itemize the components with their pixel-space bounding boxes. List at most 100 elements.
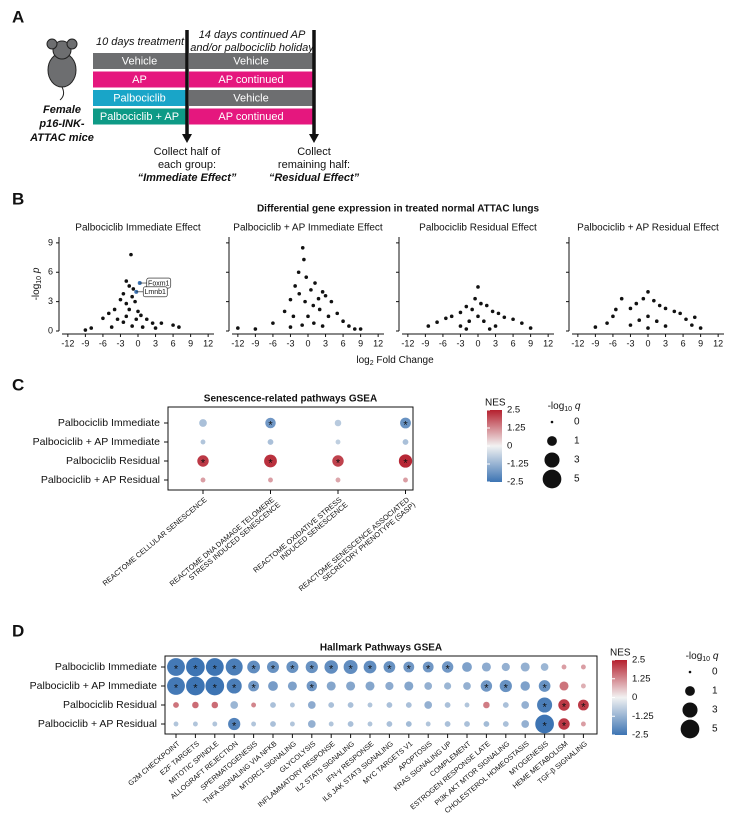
colorbar	[612, 660, 627, 735]
size-legend-dot	[547, 436, 557, 446]
x-tick-label: -3	[286, 338, 294, 348]
dot	[267, 661, 279, 673]
point	[296, 270, 301, 275]
dot	[501, 662, 510, 672]
x-tick-label: -9	[421, 338, 429, 348]
dot	[483, 701, 490, 709]
subplot-title: Palbociclib Immediate Effect	[75, 223, 201, 234]
x-tick-label: 0	[645, 338, 650, 348]
dot	[200, 439, 206, 445]
x-tick-label: 3	[323, 338, 328, 348]
point	[335, 311, 340, 316]
followup-label: AP continued	[218, 111, 283, 123]
dot	[306, 680, 318, 692]
dot	[286, 661, 299, 673]
point	[476, 314, 480, 319]
plot-frame	[164, 655, 598, 735]
row-label: Palbociclib + AP Residual	[41, 474, 160, 486]
significance-mark: *	[336, 457, 341, 469]
dot	[212, 721, 218, 727]
dot	[559, 681, 569, 691]
treatment-label: Palbociclib + AP	[100, 111, 179, 123]
x-tick-label: 3	[493, 338, 498, 348]
colorbar-tick-label: 1.25	[507, 423, 526, 434]
significance-mark: *	[504, 682, 509, 694]
treatment-bar	[93, 90, 186, 106]
x-tick-label: -6	[439, 338, 447, 348]
y-axis-label-base: -log	[31, 284, 42, 301]
dot	[463, 682, 471, 690]
dot	[405, 721, 412, 727]
point	[320, 324, 325, 328]
dot	[186, 676, 205, 696]
dot	[424, 701, 433, 709]
dot	[367, 702, 373, 708]
size-legend-title-sub: 10	[702, 656, 710, 663]
x-tick-label: 12	[713, 338, 723, 348]
x-tick-label: 6	[341, 338, 346, 348]
point	[271, 321, 275, 325]
dot	[386, 702, 393, 708]
followup-label: Vehicle	[233, 55, 268, 67]
dot	[251, 702, 257, 708]
point	[458, 310, 463, 315]
x-tick-label: -9	[81, 338, 89, 348]
point	[83, 328, 88, 332]
size-legend-title-base: -log	[686, 651, 703, 662]
dot	[558, 718, 570, 730]
size-legend-title: -log10 q	[548, 401, 581, 414]
x-tick-label: -12	[231, 338, 244, 348]
dot	[520, 662, 530, 672]
dot	[264, 454, 277, 468]
point	[127, 307, 132, 312]
significance-mark: *	[271, 663, 276, 675]
dot	[386, 721, 393, 727]
point	[449, 314, 454, 319]
point	[101, 316, 105, 321]
followup-bar	[189, 53, 313, 69]
significance-mark: *	[407, 663, 412, 675]
point	[303, 299, 307, 304]
subplot-title: Palbociclib + AP Residual Effect	[577, 223, 719, 234]
x-tick-label: -3	[116, 338, 124, 348]
point	[89, 326, 94, 330]
significance-mark: *	[268, 419, 273, 431]
x-tick-label: -9	[251, 338, 259, 348]
point	[657, 303, 662, 308]
panel-label: B	[12, 189, 24, 208]
dot	[444, 702, 451, 708]
colorbar-tick-label: 0	[507, 441, 512, 452]
point	[482, 319, 486, 324]
point	[136, 309, 140, 314]
point	[134, 317, 139, 322]
size-legend-label: 0	[574, 417, 580, 428]
x-tick-label: 12	[203, 338, 213, 348]
point	[496, 311, 501, 316]
point	[316, 296, 321, 301]
colorbar-tick-label: 1.25	[632, 673, 651, 684]
dot	[270, 721, 276, 727]
point	[329, 299, 334, 304]
significance-mark: *	[174, 663, 179, 675]
panel-title: Hallmark Pathways GSEA	[320, 643, 442, 654]
point	[130, 294, 134, 299]
point	[637, 318, 642, 323]
significance-mark: *	[268, 457, 273, 469]
x-axis-label-base: log	[356, 355, 369, 366]
size-legend-label: 3	[574, 455, 580, 466]
point	[605, 321, 609, 325]
y-axis-label-sub: 10	[36, 276, 43, 284]
point	[692, 315, 697, 320]
treatment-bar	[93, 71, 186, 88]
size-legend-label: 1	[574, 436, 580, 447]
dot	[577, 699, 589, 711]
dot	[499, 679, 512, 693]
annotation: Foxm1	[148, 280, 170, 287]
dot	[481, 662, 491, 672]
dot	[521, 701, 530, 709]
point	[300, 245, 305, 250]
significance-mark: *	[403, 457, 408, 469]
x-tick-label: 12	[373, 338, 383, 348]
dot	[173, 702, 179, 708]
row-label: Palbociclib Residual	[66, 455, 160, 467]
